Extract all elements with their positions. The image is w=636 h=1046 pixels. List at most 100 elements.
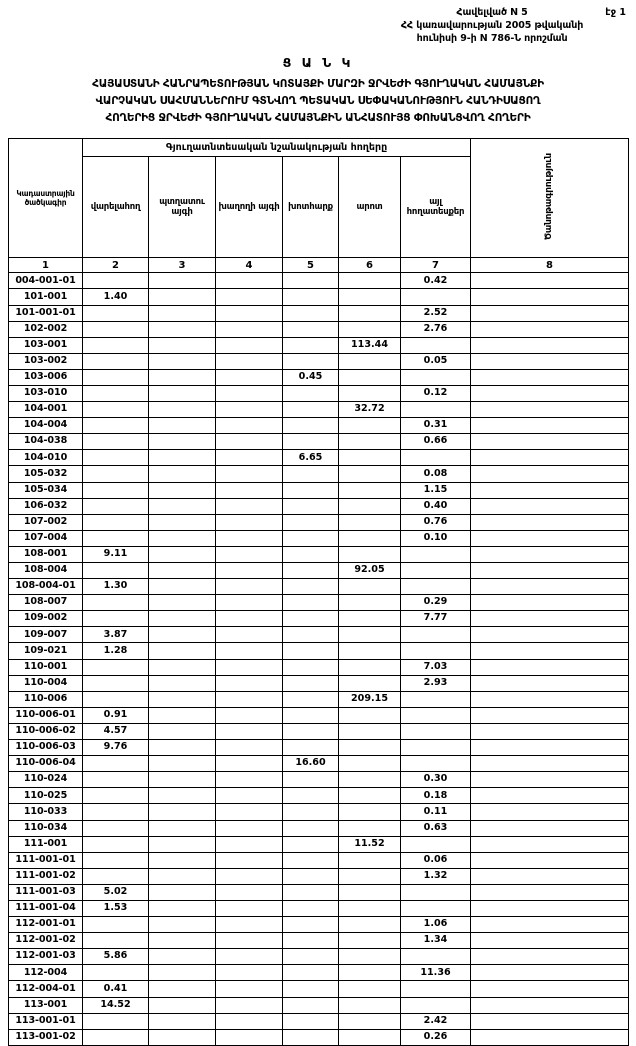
table-cell bbox=[282, 272, 339, 290]
table-cell bbox=[282, 288, 339, 306]
table-cell bbox=[470, 964, 630, 982]
table-row: 108-004 92.05 bbox=[8, 562, 630, 580]
table-cell bbox=[470, 417, 630, 435]
cell-cadastral-code: 103-006 bbox=[8, 368, 83, 386]
table-cell bbox=[282, 916, 339, 934]
table-cell bbox=[282, 980, 339, 998]
cell-cadastral-code: 110-034 bbox=[8, 819, 83, 837]
table-cell bbox=[148, 996, 216, 1014]
table-cell bbox=[148, 401, 216, 419]
table-cell bbox=[148, 562, 216, 580]
table-cell: 1.06 bbox=[399, 916, 472, 934]
table-cell bbox=[470, 449, 630, 467]
table-cell bbox=[148, 1012, 216, 1030]
table-row: 103-001 113.44 bbox=[8, 336, 630, 354]
table-cell bbox=[148, 594, 216, 612]
table-cell bbox=[282, 304, 339, 322]
table-cell: 92.05 bbox=[338, 562, 401, 580]
table-cell bbox=[338, 481, 401, 499]
table-cell bbox=[148, 304, 216, 322]
table-cell bbox=[282, 562, 339, 580]
cell-cadastral-code: 110-004 bbox=[8, 674, 83, 692]
table-cell bbox=[215, 980, 283, 998]
cell-cadastral-code: 105-032 bbox=[8, 465, 83, 483]
cell-cadastral-code: 108-004 bbox=[8, 562, 83, 580]
table-cell bbox=[282, 883, 339, 901]
table-cell bbox=[470, 996, 630, 1014]
cell-cadastral-code: 110-001 bbox=[8, 658, 83, 676]
table-cell bbox=[215, 690, 283, 708]
table-cell bbox=[148, 690, 216, 708]
table-cell bbox=[215, 417, 283, 435]
table-cell bbox=[148, 803, 216, 821]
ref-line-2: ՀՀ կառավարության 2005 թվականի bbox=[400, 20, 584, 32]
cell-cadastral-code: 112-004 bbox=[8, 964, 83, 982]
table-row: 101-001-01 2.52 bbox=[8, 304, 630, 322]
table-cell bbox=[470, 851, 630, 869]
table-cell bbox=[399, 899, 472, 918]
table-cell bbox=[470, 562, 630, 580]
table-cell bbox=[282, 787, 339, 805]
table-row: 103-010 0.12 bbox=[8, 384, 630, 403]
table-cell bbox=[215, 819, 283, 837]
table-cell bbox=[338, 932, 401, 950]
column-header-cadastral-code: Կադաստրային ծածկագիր bbox=[8, 138, 83, 259]
table-row: 110-024 0.30 bbox=[8, 771, 630, 789]
table-cell bbox=[282, 739, 339, 757]
column-number: 4 bbox=[215, 257, 283, 274]
table-cell bbox=[282, 433, 339, 451]
table-cell bbox=[399, 980, 472, 998]
table-row: 004-001-01 0.42 bbox=[8, 272, 630, 290]
table-cell bbox=[282, 401, 339, 419]
table-row: 109-021 1.28 bbox=[8, 642, 630, 660]
land-allocation-table-wrapper: Կադաստրային ծածկագիր Գյուղատնտեսական նշա… bbox=[8, 138, 630, 1046]
cell-cadastral-code: 108-007 bbox=[8, 594, 83, 612]
table-cell bbox=[470, 755, 630, 773]
table-cell bbox=[470, 401, 630, 419]
cell-cadastral-code: 113-001 bbox=[8, 996, 83, 1014]
table-cell bbox=[470, 980, 630, 998]
table-cell bbox=[82, 336, 149, 354]
table-cell bbox=[282, 771, 339, 789]
table-cell bbox=[338, 787, 401, 805]
table-cell: 14.52 bbox=[82, 996, 149, 1014]
table-cell bbox=[82, 368, 149, 386]
table-cell bbox=[148, 819, 216, 837]
table-cell: 7.77 bbox=[399, 610, 472, 628]
table-cell: 209.15 bbox=[338, 690, 401, 708]
table-cell: 2.52 bbox=[399, 304, 472, 322]
table-cell bbox=[282, 336, 339, 354]
table-cell bbox=[282, 481, 339, 499]
table-cell bbox=[148, 932, 216, 950]
table-cell bbox=[338, 819, 401, 837]
table-cell bbox=[215, 803, 283, 821]
table-cell bbox=[338, 320, 401, 338]
table-cell bbox=[470, 771, 630, 789]
table-cell bbox=[282, 417, 339, 435]
cell-cadastral-code: 103-010 bbox=[8, 384, 83, 403]
table-cell bbox=[338, 803, 401, 821]
cell-cadastral-code: 004-001-01 bbox=[8, 272, 83, 290]
table-cell bbox=[82, 320, 149, 338]
table-cell bbox=[399, 626, 472, 644]
table-cell bbox=[470, 368, 630, 386]
table-cell bbox=[148, 674, 216, 692]
land-allocation-table: Կադաստրային ծածկագիր Գյուղատնտեսական նշա… bbox=[8, 138, 630, 1046]
cell-cadastral-code: 111-001-04 bbox=[8, 899, 83, 918]
table-cell bbox=[215, 626, 283, 644]
table-cell bbox=[215, 722, 283, 741]
column-group-header-agricultural-land: Գյուղատնտեսական նշանակության հողերը bbox=[81, 138, 472, 158]
table-cell bbox=[82, 449, 149, 467]
table-cell bbox=[282, 803, 339, 821]
table-body: 004-001-01 0.42 101-001 1.40 101-001-01 2.52 1… bbox=[8, 272, 630, 1046]
cell-cadastral-code: 104-004 bbox=[8, 417, 83, 435]
cell-cadastral-code: 110-024 bbox=[8, 771, 83, 789]
cell-cadastral-code: 109-021 bbox=[8, 642, 83, 660]
table-cell: 0.29 bbox=[399, 594, 472, 612]
table-cell bbox=[470, 835, 630, 853]
table-row: 112-004-01 0.41 bbox=[8, 980, 630, 998]
table-cell bbox=[148, 948, 216, 966]
cell-cadastral-code: 105-034 bbox=[8, 481, 83, 499]
table-cell bbox=[338, 529, 401, 547]
table-cell bbox=[338, 1012, 401, 1030]
